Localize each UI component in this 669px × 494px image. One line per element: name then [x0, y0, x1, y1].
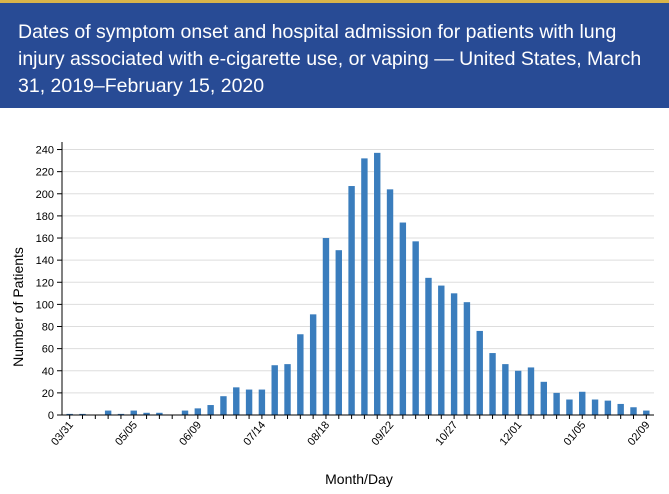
- bar: [604, 400, 612, 415]
- bar: [335, 250, 342, 415]
- bar: [143, 412, 150, 415]
- bar: [463, 302, 471, 415]
- x-tick-label: 07/14: [241, 419, 268, 448]
- x-tick-label: 01/05: [562, 419, 589, 448]
- bar: [207, 405, 214, 415]
- bar: [271, 365, 278, 415]
- y-axis-label: Number of Patients: [10, 247, 26, 367]
- bar: [579, 391, 586, 415]
- y-tick-label: 20: [42, 388, 54, 400]
- y-tick-label: 100: [36, 299, 54, 311]
- bar: [630, 407, 637, 415]
- bar: [245, 389, 253, 415]
- bar: [297, 334, 304, 415]
- bar: [399, 222, 407, 415]
- bar: [527, 367, 535, 415]
- axes: 0 20 40 60 80 100 120 140 160 180 200 220 240 03/31 05…: [36, 142, 654, 448]
- bar: [66, 413, 73, 415]
- x-tick-label: 12/01: [498, 419, 525, 448]
- x-axis-label: Month/Day: [325, 471, 393, 487]
- bar: [476, 330, 483, 415]
- x-tick-label: 06/09: [177, 419, 204, 448]
- bar: [617, 403, 624, 415]
- y-tick-label: 80: [42, 322, 54, 334]
- bar-chart: 0 20 40 60 80 100 120 140 160 180 200 220 240 03/31 05…: [10, 142, 654, 487]
- y-tick-label: 200: [36, 189, 54, 201]
- bar: [104, 410, 112, 415]
- bar: [425, 277, 432, 415]
- chart-title: Dates of symptom onset and hospital admi…: [18, 21, 642, 97]
- grid-lines: [62, 149, 654, 394]
- y-tick-label: 240: [36, 145, 54, 157]
- bar: [258, 389, 266, 415]
- y-tick-label: 120: [36, 277, 54, 289]
- y-tick-label: 140: [36, 255, 54, 267]
- bar: [412, 241, 419, 415]
- bars: [66, 152, 650, 416]
- bar: [502, 364, 509, 415]
- y-tick-label: 0: [48, 410, 54, 422]
- bar: [348, 186, 355, 415]
- y-tick-label: 60: [42, 344, 54, 356]
- x-tick-label: 05/05: [113, 419, 140, 448]
- bar: [309, 314, 317, 415]
- bar: [284, 364, 291, 415]
- bar: [194, 408, 202, 415]
- bar: [181, 410, 189, 415]
- y-tick-label: 180: [36, 211, 54, 223]
- y-tick-label: 160: [36, 233, 54, 245]
- bar: [322, 238, 330, 415]
- x-tick-label: 03/31: [49, 419, 76, 448]
- bar: [450, 293, 458, 415]
- bar: [233, 387, 240, 415]
- bar: [130, 410, 137, 415]
- bar: [540, 381, 548, 415]
- bar: [566, 399, 573, 415]
- bar: [386, 189, 394, 415]
- bar: [79, 413, 86, 415]
- bar: [591, 399, 599, 415]
- y-tick-label: 40: [42, 366, 54, 378]
- x-tick-label: 10/27: [434, 419, 461, 448]
- bar: [553, 392, 560, 415]
- bar: [438, 285, 445, 415]
- x-tick-label: 08/18: [305, 419, 332, 448]
- chart-header: Dates of symptom onset and hospital admi…: [0, 0, 669, 108]
- bar: [220, 396, 227, 415]
- y-tick-label: 220: [36, 167, 54, 179]
- bar: [514, 370, 522, 415]
- bar: [489, 353, 496, 415]
- x-tick-label: 09/22: [369, 419, 396, 448]
- bar: [361, 158, 368, 416]
- bar: [117, 413, 125, 415]
- x-tick-label: 02/09: [626, 419, 653, 448]
- bar: [156, 412, 163, 415]
- bar: [374, 152, 381, 415]
- bar: [643, 410, 650, 415]
